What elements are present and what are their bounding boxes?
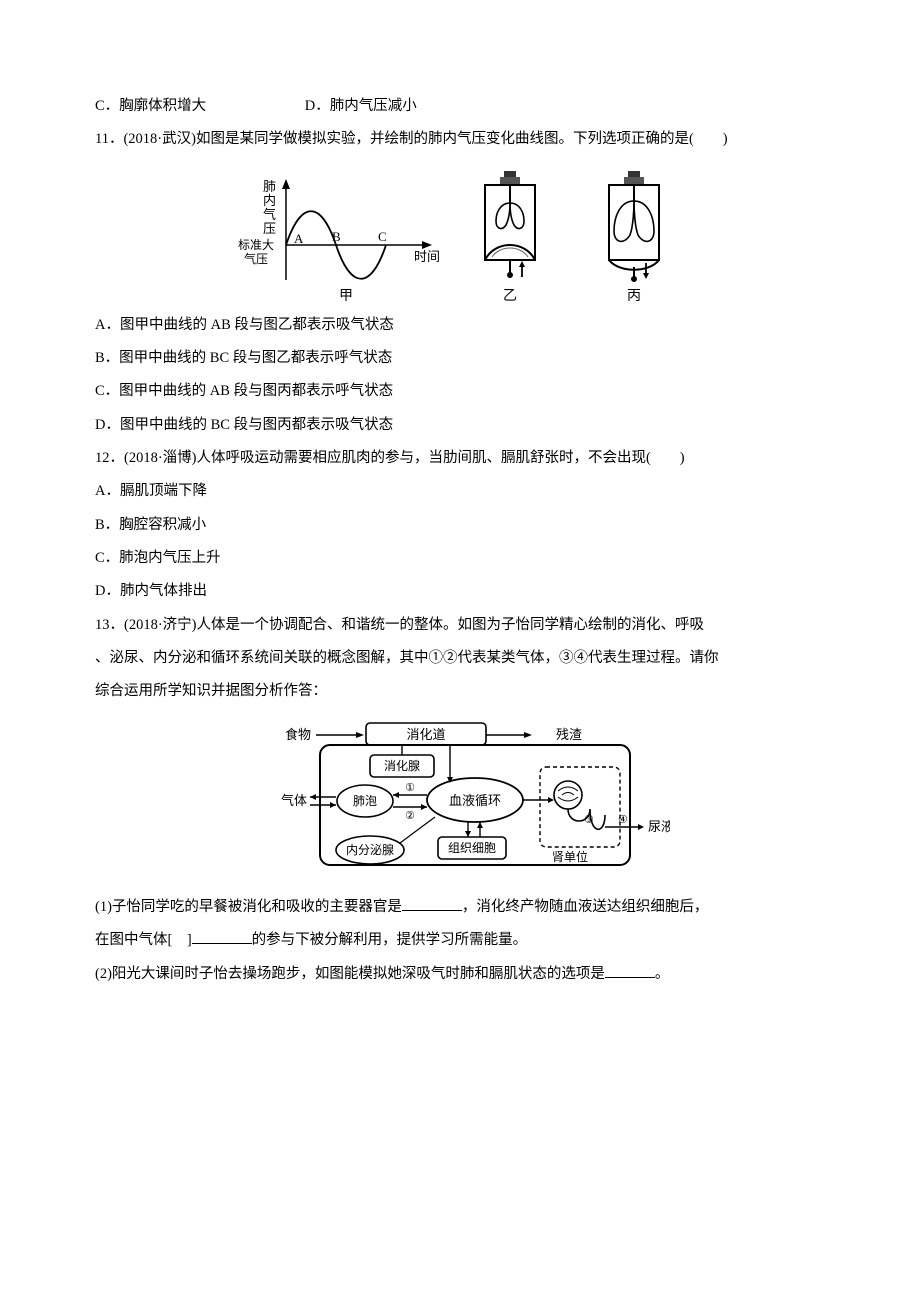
svg-text:压: 压 [263,221,276,236]
svg-text:B: B [332,229,341,244]
q12-option-c: C．肺泡内气压上升 [95,542,825,575]
svg-text:食物: 食物 [285,727,311,742]
svg-text:③: ③ [584,814,594,826]
svg-text:甲: 甲 [339,289,353,304]
svg-text:④: ④ [618,814,628,826]
svg-text:气: 气 [263,207,276,222]
svg-text:肺: 肺 [263,179,276,194]
svg-text:C: C [378,229,387,244]
q11-option-a: A．图甲中曲线的 AB 段与图乙都表示吸气状态 [95,309,825,342]
svg-text:血液循环: 血液循环 [449,793,501,808]
svg-text:肺泡: 肺泡 [353,794,377,808]
q11-jar-left: 乙 [460,165,560,305]
svg-text:丙: 丙 [627,289,641,304]
q13-stem-1: 13．(2018·济宁)人体是一个协调配合、和谐统一的整体。如图为子怡同学精心绘… [95,609,825,642]
q12-option-a: A．膈肌顶端下降 [95,475,825,508]
q12-option-d: D．肺内气体排出 [95,575,825,608]
q10-option-d: D．肺内气压减小 [305,90,417,123]
q13-p2-a: (2)阳光大课间时子怡去操场跑步，如图能模拟她深吸气时肺和膈肌状态的选项是 [95,966,605,982]
q13-p1-d: 的参与下被分解利用，提供学习所需能量。 [252,932,528,948]
svg-text:组织细胞: 组织细胞 [448,841,496,855]
svg-text:内分泌腺: 内分泌腺 [346,843,394,857]
q13-diagram: 食物 消化道 残渣 消化腺 血液循环 气体 肺泡 ① ② 内分泌腺 [250,715,670,885]
blank-gas[interactable] [192,930,252,944]
svg-text:残渣: 残渣 [556,727,582,742]
svg-text:肾单位: 肾单位 [552,849,588,864]
q11-figure-row: 肺 内 气 压 标准大 气压 A B C 时间 甲 [95,165,825,305]
svg-text:②: ② [405,810,415,822]
blank-option[interactable] [605,963,655,977]
q13-stem-3: 综合运用所学知识并据图分析作答： [95,675,825,708]
q13-p1-c: 在图中气体[ ] [95,932,192,948]
svg-text:消化腺: 消化腺 [384,759,420,773]
svg-text:气体: 气体 [281,793,307,808]
blank-organ[interactable] [402,897,462,911]
q13-p1-b: ，消化终产物随血液送达组织细胞后， [462,899,709,915]
svg-text:尿液: 尿液 [648,819,670,834]
svg-text:A: A [294,231,304,246]
q11-stem: 11．(2018·武汉)如图是某同学做模拟实验，并绘制的肺内气压变化曲线图。下列… [95,123,825,156]
q11-jar-right: 丙 [584,165,684,305]
q13-stem-2: 、泌尿、内分泌和循环系统间关联的概念图解，其中①②代表某类气体，③④代表生理过程… [95,642,825,675]
q12-option-b: B．胸腔容积减小 [95,509,825,542]
q10-option-c: C．胸廓体积增大 [95,90,206,123]
q13-p1-line1: (1)子怡同学吃的早餐被消化和吸收的主要器官是 ，消化终产物随血液送达组织细胞后， [95,891,825,924]
svg-text:标准大: 标准大 [238,238,274,252]
svg-text:①: ① [405,782,415,794]
q11-graph: 肺 内 气 压 标准大 气压 A B C 时间 甲 [226,165,446,305]
q10-options-cd: C．胸廓体积增大 D．肺内气压减小 [95,90,825,123]
q13-p1-line2: 在图中气体[ ] 的参与下被分解利用，提供学习所需能量。 [95,924,825,957]
q11-option-b: B．图甲中曲线的 BC 段与图乙都表示呼气状态 [95,342,825,375]
q13-p2-b: 。 [655,966,670,982]
svg-text:乙: 乙 [503,288,517,304]
svg-text:内: 内 [263,193,276,208]
svg-text:气压: 气压 [244,251,268,266]
q11-option-d: D．图甲中曲线的 BC 段与图丙都表示吸气状态 [95,409,825,442]
q12-stem: 12．(2018·淄博)人体呼吸运动需要相应肌肉的参与，当肋间肌、膈肌舒张时，不… [95,442,825,475]
exam-page: C．胸廓体积增大 D．肺内气压减小 11．(2018·武汉)如图是某同学做模拟实… [0,0,920,1302]
svg-text:消化道: 消化道 [406,727,445,742]
q13-p2: (2)阳光大课间时子怡去操场跑步，如图能模拟她深吸气时肺和膈肌状态的选项是 。 [95,958,825,991]
q13-p1-a: (1)子怡同学吃的早餐被消化和吸收的主要器官是 [95,899,402,915]
svg-text:时间: 时间 [414,249,440,264]
q11-option-c: C．图甲中曲线的 AB 段与图丙都表示呼气状态 [95,375,825,408]
